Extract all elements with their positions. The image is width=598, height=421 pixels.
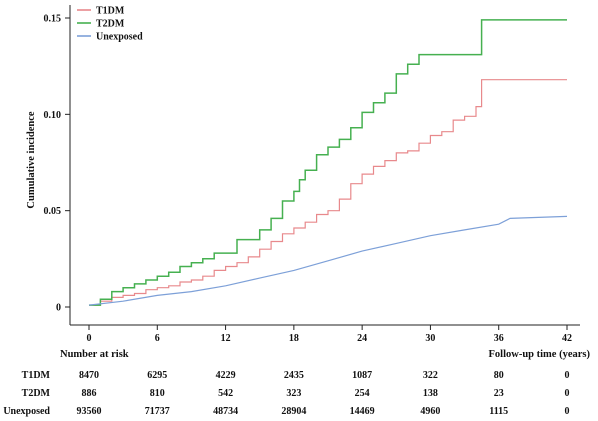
y-tick-label: 0 (56, 303, 61, 314)
risk-cell: 2435 (284, 370, 304, 381)
risk-cell: 323 (286, 388, 301, 399)
y-tick-label: 0.10 (44, 110, 62, 121)
risk-cell: 138 (423, 388, 438, 399)
risk-cell: 14469 (350, 406, 375, 417)
y-ticks: 0 0.05 0.10 0.15 (44, 14, 70, 314)
risk-cell: 322 (423, 370, 438, 381)
risk-table: T1DM 8470 6295 4229 2435 1087 322 80 0 T2DM 886 810… (3, 370, 569, 417)
x-tick-label: 18 (289, 333, 299, 344)
risk-cell: 71737 (145, 406, 170, 417)
risk-cell: 48734 (213, 406, 238, 417)
risk-cell: 80 (494, 370, 504, 381)
x-tick-label: 6 (155, 333, 160, 344)
risk-row-label: Unexposed (3, 406, 50, 417)
series-line-t1dm (89, 79, 567, 306)
x-tick-label: 30 (425, 333, 435, 344)
risk-cell: 4960 (420, 406, 440, 417)
risk-cell: 0 (565, 406, 570, 417)
x-tick-label: 12 (221, 333, 231, 344)
risk-cell: 542 (218, 388, 233, 399)
y-tick-label: 0.05 (44, 206, 62, 217)
legend-label-t2dm: T2DM (96, 19, 125, 30)
x-axis-title: Follow-up time (years) (489, 349, 591, 360)
series-line-unexposed (88, 215, 568, 306)
risk-cell: 8470 (79, 370, 99, 381)
risk-cell: 0 (565, 370, 570, 381)
y-tick-label: 0.15 (44, 14, 62, 25)
x-tick-label: 36 (494, 333, 504, 344)
risk-cell: 1115 (489, 406, 508, 417)
risk-cell: 6295 (147, 370, 167, 381)
risk-cell: 23 (494, 388, 504, 399)
risk-cell: 1087 (352, 370, 372, 381)
legend-label-unexposed: Unexposed (96, 32, 143, 43)
series-line-t2dm (89, 19, 567, 306)
risk-cell: 0 (565, 388, 570, 399)
x-tick-label: 42 (562, 333, 572, 344)
risk-cell: 254 (355, 388, 370, 399)
x-tick-label: 0 (87, 333, 92, 344)
risk-table-title: Number at risk (60, 349, 129, 360)
y-axis-title: Cumulative incidence (26, 111, 37, 208)
risk-row-label: T2DM (22, 388, 51, 399)
axes (69, 5, 580, 326)
x-tick-label: 24 (357, 333, 367, 344)
x-ticks: 0 6 12 18 24 30 36 42 (87, 325, 572, 344)
risk-row-label: T1DM (22, 370, 51, 381)
plot-lines (88, 19, 568, 306)
risk-cell: 93560 (77, 406, 102, 417)
risk-cell: 4229 (216, 370, 236, 381)
legend: T1DM T2DM Unexposed (77, 6, 143, 43)
risk-cell: 886 (82, 388, 97, 399)
legend-label-t1dm: T1DM (96, 6, 125, 17)
risk-cell: 28904 (281, 406, 306, 417)
risk-cell: 810 (150, 388, 165, 399)
